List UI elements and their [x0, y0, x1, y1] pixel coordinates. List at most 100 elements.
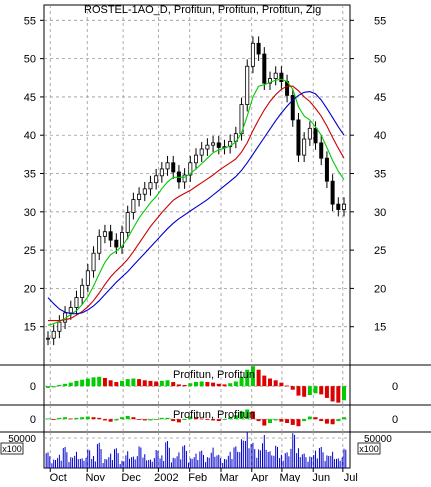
- y-tick-label-left: 15: [24, 322, 36, 334]
- y-tick-label-left: 0: [30, 414, 36, 426]
- price-bar: [120, 232, 125, 248]
- x-tick-label: Mar: [220, 472, 239, 482]
- oscillator-bar: [131, 378, 136, 387]
- y-tick-label-left: 50: [24, 54, 36, 66]
- oscillator-bar: [182, 385, 187, 387]
- price-bar: [262, 53, 267, 84]
- price-bar: [211, 142, 216, 146]
- oscillator-bar: [296, 419, 301, 427]
- volume-tick-label-left: 50000: [8, 434, 36, 445]
- price-bar: [148, 182, 153, 190]
- price-bar: [319, 142, 324, 159]
- y-tick-label-left: 35: [24, 169, 36, 181]
- oscillator-bar: [91, 377, 96, 387]
- x-tick-label: Nov: [85, 472, 105, 482]
- oscillator-bar: [273, 380, 278, 387]
- oscillator-bar: [176, 419, 181, 423]
- price-bar: [125, 212, 130, 233]
- x-tick-label: Jul: [344, 472, 358, 482]
- oscillator-bar: [256, 419, 261, 422]
- price-bar: [165, 162, 170, 170]
- oscillator-bar: [336, 386, 341, 403]
- oscillator-bar: [125, 415, 130, 420]
- oscillator-bar: [57, 417, 62, 420]
- oscillator-bar: [194, 417, 198, 420]
- y-tick-label-right: 30: [374, 207, 386, 219]
- oscillator-label: Profitun, Profitun: [173, 409, 255, 421]
- oscillator-bar: [142, 380, 147, 387]
- oscillator-bar: [108, 419, 113, 422]
- oscillator-bar: [285, 419, 290, 423]
- price-bar: [131, 199, 136, 213]
- oscillator-bar: [324, 386, 329, 398]
- price-bar: [336, 203, 341, 210]
- oscillator-bar: [216, 419, 221, 422]
- oscillator-bar: [159, 417, 164, 420]
- oscillator-bar: [120, 417, 124, 420]
- oscillator-bar: [268, 378, 272, 387]
- price-bar: [80, 284, 85, 298]
- oscillator-bar: [216, 383, 221, 387]
- oscillator-bar: [171, 419, 176, 422]
- oscillator-bar: [313, 386, 318, 394]
- y-tick-label-left: 45: [24, 92, 36, 104]
- oscillator-bar: [165, 380, 170, 387]
- oscillator-bar: [239, 376, 244, 387]
- oscillator-bar: [228, 417, 233, 420]
- oscillator-bar: [165, 417, 170, 420]
- oscillator-bar: [290, 386, 295, 390]
- x-tick-label: 2002: [154, 472, 178, 482]
- oscillator-bar: [268, 419, 272, 423]
- oscillator-bar: [273, 419, 278, 421]
- oscillator-bar: [97, 376, 102, 387]
- price-bar: [290, 94, 295, 121]
- oscillator-bar: [233, 415, 238, 420]
- x-tick-label: Oct: [50, 472, 67, 482]
- price-bar: [74, 297, 79, 308]
- oscillator-bar: [74, 380, 79, 387]
- oscillator-bar: [171, 382, 176, 387]
- y-tick-label-right: 55: [374, 15, 386, 27]
- oscillator-bar: [102, 377, 107, 387]
- multiplier-box: [357, 442, 381, 455]
- price-bar: [97, 235, 102, 254]
- y-tick-label-right: 45: [374, 92, 386, 104]
- oscillator-bar: [245, 369, 250, 387]
- price-bar: [205, 144, 210, 150]
- oscillator-bar: [148, 419, 153, 421]
- multiplier-label: x100: [2, 444, 22, 454]
- price-bar: [137, 193, 142, 200]
- price-bar: [171, 162, 176, 173]
- oscillator-bar: [319, 386, 324, 395]
- price-bar: [216, 142, 221, 148]
- oscillator-bars: [46, 409, 346, 427]
- oscillator-bar: [63, 383, 68, 387]
- y-tick-label-left: 30: [24, 207, 36, 219]
- price-bar: [108, 231, 113, 241]
- oscillator-bar: [239, 411, 244, 420]
- oscillator-bar: [85, 378, 90, 387]
- volume-tick-label-right: 50000: [364, 434, 392, 445]
- price-bar: [46, 337, 51, 340]
- oscillator-bar: [296, 386, 301, 396]
- oscillator-bar: [46, 418, 50, 420]
- oscillator-bar: [80, 379, 85, 387]
- price-bar: [114, 239, 119, 248]
- oscillator-bar: [85, 416, 90, 420]
- x-tick-label: Dec: [121, 472, 141, 482]
- oscillator-bar: [222, 419, 227, 420]
- y-tick-label-right: 50: [374, 54, 386, 66]
- x-tick-label: May: [280, 472, 301, 482]
- indicator-line: [48, 85, 345, 322]
- price-bar: [182, 174, 187, 183]
- oscillator-bar: [199, 418, 204, 420]
- price-bar: [159, 168, 164, 177]
- oscillator-bar: [342, 417, 346, 420]
- y-tick-label-left: 40: [24, 130, 36, 142]
- chart-title: ROSTEL-1AO_D, Profitun, Profitun, Profit…: [84, 4, 321, 16]
- oscillator-bar: [154, 381, 159, 387]
- price-bar: [307, 127, 312, 140]
- y-tick-label-right: 0: [392, 414, 398, 426]
- y-tick-label-right: 15: [374, 322, 386, 334]
- oscillator-bar: [137, 379, 142, 387]
